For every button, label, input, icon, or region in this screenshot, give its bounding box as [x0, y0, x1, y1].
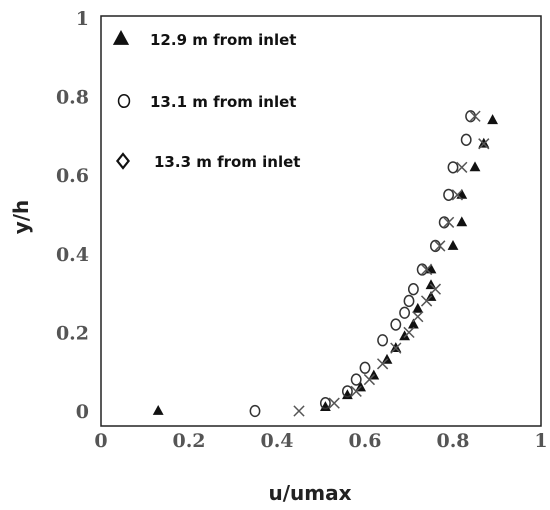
- data-point-cross: [469, 110, 481, 122]
- data-point-circle: [399, 306, 411, 319]
- data-point-cross: [363, 373, 376, 386]
- data-point-cross: [390, 342, 402, 354]
- data-point-triangle: [487, 114, 498, 125]
- legend-label: 12.9 m from inlet: [150, 31, 296, 49]
- data-point-cross: [451, 189, 464, 201]
- y-tick-label: 0.8: [56, 87, 89, 109]
- data-point-circle: [447, 161, 459, 174]
- data-points: [152, 110, 498, 418]
- x-tick-label: 0.8: [436, 430, 469, 452]
- data-point-cross: [376, 358, 389, 370]
- x-tick-label: 0: [94, 430, 107, 452]
- data-point-cross: [456, 161, 468, 173]
- y-tick-label: 0: [76, 401, 89, 423]
- x-tick-label: 0.4: [260, 430, 293, 452]
- data-point-triangle: [152, 405, 164, 415]
- data-point-triangle: [412, 302, 424, 313]
- data-point-circle: [403, 294, 415, 308]
- data-point-circle: [407, 283, 419, 296]
- legend-marker-circle: [117, 93, 131, 109]
- data-point-circle: [319, 396, 331, 410]
- legend-item: 13.3 m from inlet: [115, 152, 300, 171]
- data-point-cross: [350, 385, 362, 397]
- data-point-circle: [443, 188, 455, 202]
- data-point-cross: [420, 263, 433, 276]
- axis-ticks: 0 0.2 0.4 0.6 0.8 1 0 0.2 0.4 0.6 0.8 1: [56, 8, 548, 452]
- data-point-circle: [359, 361, 371, 374]
- data-point-triangle: [408, 318, 419, 329]
- x-tick-label: 0.6: [348, 430, 381, 452]
- data-point-circle: [341, 385, 353, 398]
- data-point-triangle: [399, 330, 410, 341]
- legend-label: 13.3 m from inlet: [154, 153, 300, 171]
- legend-label: 13.1 m from inlet: [150, 93, 296, 111]
- data-point-cross: [412, 311, 424, 323]
- y-axis-title: y/h: [9, 200, 33, 235]
- x-tick-label: 0.2: [172, 430, 205, 452]
- y-tick-label: 0.2: [56, 322, 89, 344]
- legend-marker-triangle: [112, 30, 130, 45]
- data-point-cross: [293, 405, 305, 417]
- data-point-cross: [478, 138, 490, 150]
- x-axis-title: u/umax: [268, 481, 351, 505]
- legend-item: 12.9 m from inlet: [112, 30, 296, 49]
- y-tick-label: 1: [76, 8, 89, 30]
- plot-frame: [100, 15, 542, 427]
- data-point-triangle: [469, 161, 481, 172]
- data-point-cross: [420, 295, 433, 307]
- data-point-circle: [249, 404, 261, 418]
- data-point-cross: [429, 283, 442, 295]
- data-point-circle: [350, 373, 362, 386]
- data-point-cross: [434, 240, 446, 252]
- y-tick-label: 0.4: [56, 244, 89, 266]
- data-point-cross: [442, 216, 455, 228]
- legend-item: 13.1 m from inlet: [117, 93, 296, 111]
- data-point-triangle: [456, 216, 468, 227]
- legend: 12.9 m from inlet 13.1 m from inlet 13.3 m…: [112, 30, 300, 171]
- y-tick-label: 0.6: [56, 165, 89, 187]
- data-point-circle: [377, 334, 389, 347]
- data-point-cross: [403, 326, 415, 339]
- x-tick-label: 1: [534, 430, 547, 452]
- data-point-cross: [328, 397, 340, 409]
- legend-marker-diamond: [115, 152, 131, 170]
- data-point-triangle: [447, 239, 459, 250]
- data-point-circle: [390, 318, 402, 331]
- data-point-circle: [460, 133, 472, 146]
